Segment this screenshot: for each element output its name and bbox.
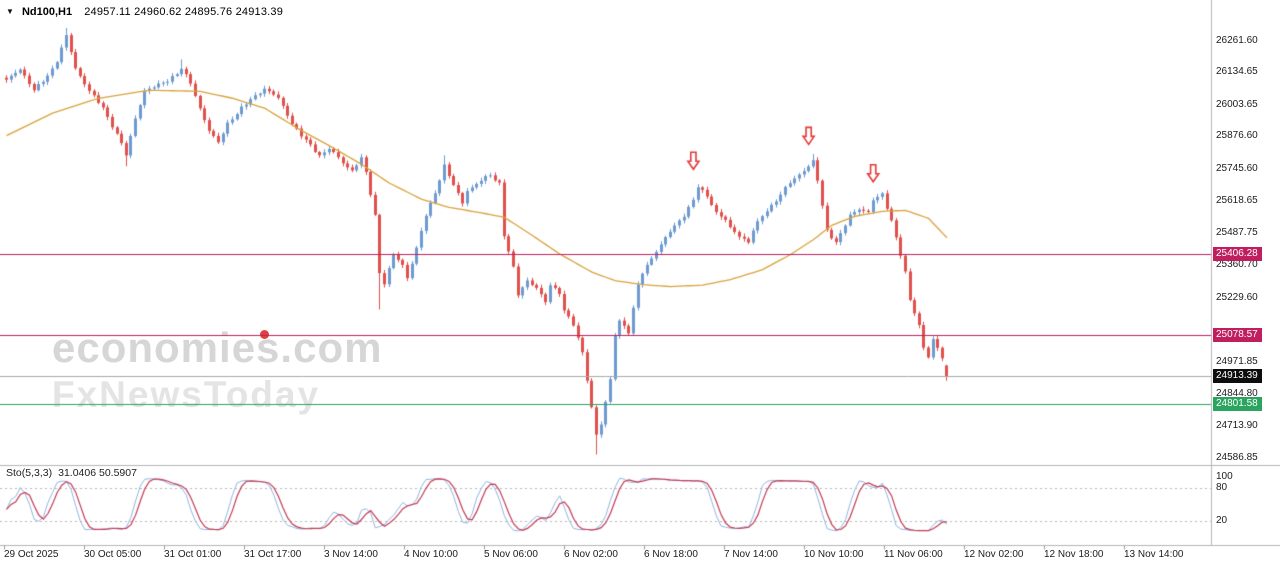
indicator-values: 31.0406 50.5907 (58, 467, 137, 479)
chart-symbol: Nd100,H1 (21, 6, 73, 18)
chart-dropdown-icon: ▼ (6, 7, 14, 16)
indicator-name: Sto(5,3,3) (6, 467, 53, 479)
indicator-label: Sto(5,3,3) 31.0406 50.5907 (6, 467, 137, 479)
chart-title: ▼ Nd100,H1 24957.11 24960.62 24895.76 24… (6, 6, 283, 18)
chart-ohlc-values: 24957.11 24960.62 24895.76 24913.39 (84, 6, 284, 18)
